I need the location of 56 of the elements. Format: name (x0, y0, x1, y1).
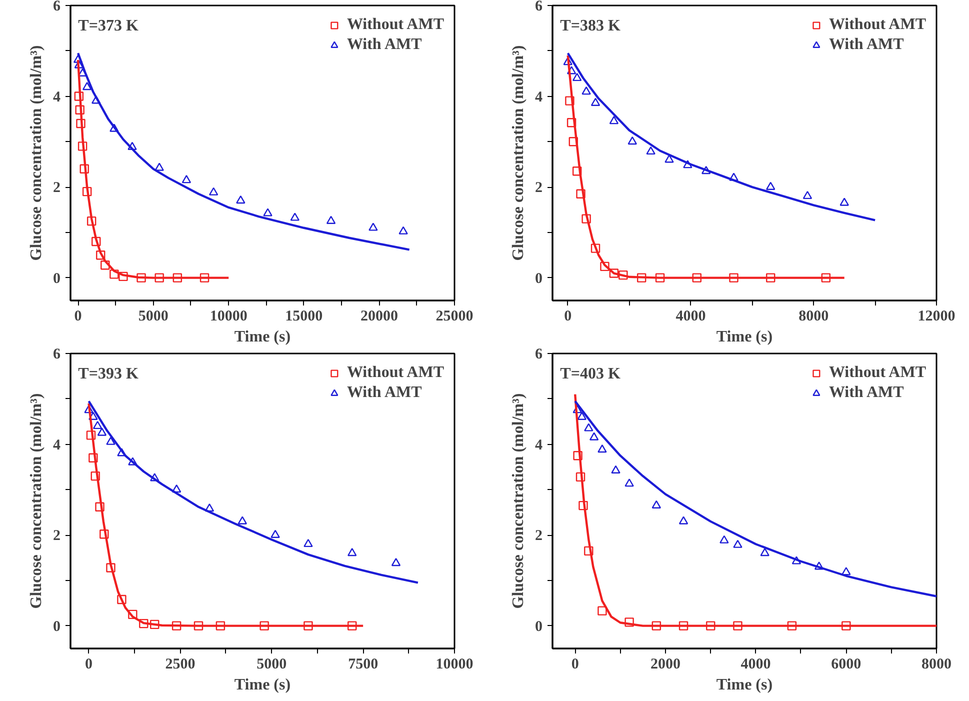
annotation: T=403 K (560, 366, 621, 383)
y-tick-label: 4 (535, 89, 543, 106)
x-tick-label: 15000 (285, 308, 323, 324)
x-tick-label: 2500 (165, 656, 196, 672)
annotation: T=383 K (560, 18, 621, 35)
x-tick-label: 12000 (918, 308, 956, 324)
legend-label: Without AMT (828, 364, 926, 382)
x-tick-label: 4000 (676, 308, 706, 324)
legend-label: With AMT (346, 36, 422, 54)
legend-label: With AMT (828, 384, 904, 402)
x-tick-label: 10000 (436, 656, 474, 672)
annotation: T=393 K (78, 366, 139, 383)
x-axis-title: Time (s) (234, 676, 291, 694)
x-tick-label: 5000 (138, 308, 168, 324)
x-tick-label: 20000 (360, 308, 398, 324)
y-tick-label: 0 (53, 618, 60, 635)
y-tick-label: 4 (53, 89, 61, 106)
x-tick-label: 5000 (256, 656, 287, 672)
x-tick-label: 10000 (210, 308, 248, 324)
annotation: T=373 K (78, 18, 139, 35)
x-tick-label: 0 (571, 656, 579, 672)
x-tick-label: 25000 (436, 308, 474, 324)
legend-label: Without AMT (346, 16, 444, 34)
x-tick-label: 0 (85, 656, 93, 672)
legend-label: With AMT (346, 384, 422, 402)
x-tick-label: 8000 (922, 656, 952, 672)
x-tick-label: 0 (564, 308, 572, 324)
legend-label: With AMT (828, 36, 904, 54)
x-tick-label: 8000 (798, 308, 829, 324)
y-axis-title: Glucose concentration (mol/m³) (510, 45, 527, 261)
y-tick-label: 2 (535, 528, 542, 544)
y-tick-label: 4 (53, 437, 61, 454)
y-axis-title: Glucose concentration (mol/m³) (28, 393, 45, 609)
y-tick-label: 6 (535, 346, 543, 362)
x-tick-label: 6000 (831, 656, 862, 672)
y-tick-label: 4 (535, 437, 543, 454)
x-tick-label: 0 (74, 308, 82, 324)
x-axis-title: Time (s) (234, 328, 291, 346)
x-tick-label: 7500 (348, 656, 378, 672)
y-tick-label: 0 (535, 270, 542, 287)
x-axis-title: Time (s) (716, 328, 773, 346)
legend-label: Without AMT (346, 364, 444, 382)
x-tick-label: 2000 (650, 656, 680, 672)
y-axis-title: Glucose concentration (mol/m³) (510, 393, 527, 609)
y-tick-label: 2 (535, 180, 542, 196)
x-axis-title: Time (s) (716, 676, 773, 694)
y-tick-label: 0 (535, 618, 542, 635)
legend-label: Without AMT (828, 16, 926, 34)
y-tick-label: 2 (53, 180, 60, 196)
y-tick-label: 0 (53, 270, 60, 287)
y-tick-label: 6 (535, 0, 543, 14)
y-axis-title: Glucose concentration (mol/m³) (28, 45, 45, 261)
y-tick-label: 6 (53, 346, 61, 362)
y-tick-label: 6 (53, 0, 61, 14)
y-tick-label: 2 (53, 528, 60, 544)
x-tick-label: 4000 (740, 656, 771, 672)
